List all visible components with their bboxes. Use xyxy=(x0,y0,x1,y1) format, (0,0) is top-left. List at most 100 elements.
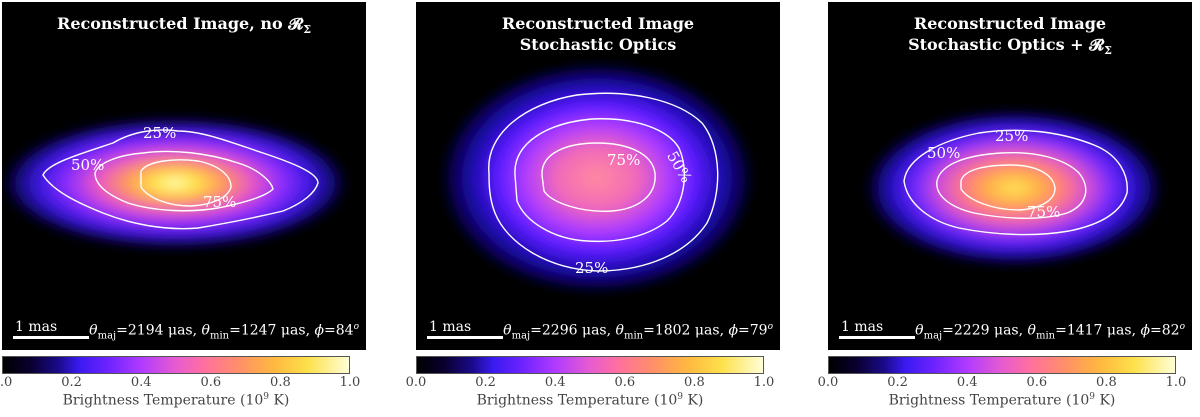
contour-label-75: 75% xyxy=(607,151,640,169)
theta-maj: 2229 xyxy=(953,322,990,339)
tick: 0.6 xyxy=(200,375,222,390)
colorbar xyxy=(2,356,350,374)
title-subscript: Σ xyxy=(1104,44,1112,58)
panel-title: Reconstructed Image, no 𝓡Σ xyxy=(3,13,365,40)
colorbar-label-exp: 9 xyxy=(263,392,269,402)
beam-params: θmaj=2194 μas, θmin=1247 μas, ϕ=84o xyxy=(89,321,359,341)
colorbar-label-end: K) xyxy=(1095,392,1116,409)
contour-label-75: 75% xyxy=(1027,203,1060,221)
contour-75 xyxy=(140,159,232,207)
colorbar-label-exp: 9 xyxy=(1089,392,1095,402)
tick: 0.8 xyxy=(1096,375,1117,390)
scale-label: 1 mas xyxy=(15,319,58,335)
reconstructed-image: 25% 50% 75% Reconstructed Image Stochast… xyxy=(416,2,780,350)
contour-50 xyxy=(94,150,274,212)
panel-title: Reconstructed Image Stochastic Optics xyxy=(417,13,779,55)
image-plot: 25% 50% 75% xyxy=(3,117,350,249)
colorbar-label-main: Brightness Temperature (10 xyxy=(476,392,678,409)
colorbar-ticks: 0.0 0.2 0.4 0.6 0.8 1.0 xyxy=(406,375,775,391)
title-line2: Stochastic Optics + 𝓡 xyxy=(908,35,1105,54)
colorbar xyxy=(828,356,1176,374)
title-line1: Reconstructed Image xyxy=(501,14,695,33)
tick: 0.6 xyxy=(614,375,636,390)
scale-bar xyxy=(13,336,89,339)
phi-unit: o xyxy=(767,321,773,332)
theta-min-unit: μas xyxy=(280,322,306,339)
scale-bar xyxy=(427,336,503,339)
contour-label-25: 25% xyxy=(575,259,608,277)
colorbar-label-main: Brightness Temperature (10 xyxy=(62,392,264,409)
image-plot: 25% 50% 75% xyxy=(437,60,757,296)
contour-50 xyxy=(514,118,685,243)
theta-min: 1247 xyxy=(240,322,277,339)
tick: 0.2 xyxy=(475,375,496,390)
panel-stochastic-optics-regularizer: 25% 50% 75% Reconstructed Image Stochast… xyxy=(818,0,1193,417)
title-line1: Reconstructed Image xyxy=(913,14,1107,33)
colorbar-ticks: 0.0 0.2 0.4 0.6 0.8 1.0 xyxy=(0,375,360,391)
tick: 0.0 xyxy=(0,375,13,390)
colorbar-label-main: Brightness Temperature (10 xyxy=(888,392,1090,409)
reconstructed-image: 25% 50% 75% Reconstructed Image Stochast… xyxy=(828,2,1192,350)
tick: 0.6 xyxy=(1026,375,1048,390)
colorbar xyxy=(416,356,764,374)
tick: 1.0 xyxy=(753,375,775,390)
title-line1: Reconstructed Image, no 𝓡 xyxy=(57,14,304,33)
colorbar-label-end: K) xyxy=(269,392,290,409)
theta-min-unit: μas xyxy=(694,322,720,339)
contour-label-75: 75% xyxy=(203,193,236,211)
phi-unit: o xyxy=(353,321,359,332)
tick: 0.0 xyxy=(405,375,427,390)
theta-maj: 2194 xyxy=(127,322,164,339)
tick: 1.0 xyxy=(339,375,361,390)
title-line2: Stochastic Optics xyxy=(519,35,677,54)
phi-unit: o xyxy=(1179,321,1185,332)
tick: 0.4 xyxy=(956,375,978,390)
tick: 0.0 xyxy=(817,375,839,390)
beam-params: θmaj=2296 μas, θmin=1802 μas, ϕ=79o xyxy=(503,321,773,341)
contour-75 xyxy=(960,164,1056,211)
contour-label-25: 25% xyxy=(143,124,176,142)
phi: 79 xyxy=(749,322,768,339)
tick: 0.2 xyxy=(887,375,908,390)
reconstructed-image: 25% 50% 75% Reconstructed Image, no 𝓡Σ 1… xyxy=(2,2,366,350)
colorbar-ticks: 0.0 0.2 0.4 0.6 0.8 1.0 xyxy=(818,375,1187,391)
theta-min: 1802 xyxy=(654,322,691,339)
contour-label-50: 50% xyxy=(927,144,960,162)
contour-25 xyxy=(42,129,319,230)
scale-label: 1 mas xyxy=(841,319,884,335)
panel-title: Reconstructed Image Stochastic Optics + … xyxy=(829,13,1191,61)
scale-bar xyxy=(839,336,915,339)
theta-min-unit: μas xyxy=(1106,322,1132,339)
contour-label-25: 25% xyxy=(995,127,1028,145)
phi: 82 xyxy=(1161,322,1180,339)
theta-maj-unit: μas xyxy=(167,322,193,339)
colorbar-label: Brightness Temperature (109 K) xyxy=(828,392,1176,409)
theta-min: 1417 xyxy=(1066,322,1103,339)
colorbar-label: Brightness Temperature (109 K) xyxy=(416,392,764,409)
colorbar-label-exp: 9 xyxy=(677,392,683,402)
panel-no-regularizer: 25% 50% 75% Reconstructed Image, no 𝓡Σ 1… xyxy=(0,0,367,417)
contour-label-50: 50% xyxy=(71,156,104,174)
image-plot: 25% 50% 75% xyxy=(864,110,1164,266)
tick: 0.2 xyxy=(61,375,82,390)
tick: 0.4 xyxy=(544,375,566,390)
contour-25 xyxy=(488,92,719,272)
theta-maj-unit: μas xyxy=(581,322,607,339)
phi: 84 xyxy=(335,322,354,339)
beam-params: θmaj=2229 μas, θmin=1417 μas, ϕ=82o xyxy=(915,321,1185,341)
tick: 1.0 xyxy=(1165,375,1187,390)
tick: 0.8 xyxy=(270,375,291,390)
tick: 0.8 xyxy=(684,375,705,390)
theta-maj: 2296 xyxy=(541,322,578,339)
colorbar-label-end: K) xyxy=(683,392,704,409)
emission-blob xyxy=(864,110,1164,266)
theta-maj-unit: μas xyxy=(993,322,1019,339)
tick: 0.4 xyxy=(130,375,152,390)
title-subscript: Σ xyxy=(303,23,311,37)
colorbar-label: Brightness Temperature (109 K) xyxy=(2,392,350,409)
contour-75 xyxy=(541,142,656,212)
scale-label: 1 mas xyxy=(429,319,472,335)
contour-50 xyxy=(936,151,1087,219)
panel-stochastic-optics: 25% 50% 75% Reconstructed Image Stochast… xyxy=(406,0,781,417)
contour-25 xyxy=(903,129,1128,236)
